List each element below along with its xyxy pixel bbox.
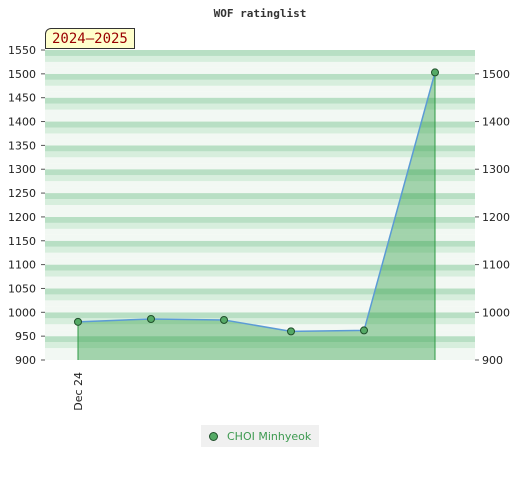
right-tick-label: 1100	[482, 259, 510, 272]
background-band	[45, 169, 475, 176]
left-tick-label: 1550	[8, 44, 36, 57]
background-band	[45, 127, 475, 134]
background-band	[45, 270, 475, 277]
right-tick-label: 1400	[482, 116, 510, 129]
background-band	[45, 228, 475, 235]
background-band	[45, 300, 475, 307]
background-band	[45, 121, 475, 128]
background-band	[45, 187, 475, 194]
left-tick-label: 1450	[8, 92, 36, 105]
background-band	[45, 205, 475, 211]
data-point	[431, 68, 439, 77]
period-badge: 2024–2025	[45, 28, 135, 49]
background-band	[45, 103, 475, 110]
data-point	[74, 317, 82, 326]
right-tick-label: 1000	[482, 306, 510, 319]
background-band	[45, 246, 475, 253]
background-band	[45, 216, 475, 223]
left-tick-label: 1150	[8, 235, 36, 248]
background-band	[45, 264, 475, 271]
background-band	[45, 258, 475, 265]
left-tick-label: 1350	[8, 139, 36, 152]
background-band	[45, 151, 475, 158]
right-tick-label: 900	[482, 354, 503, 367]
right-tick-label: 1300	[482, 163, 510, 176]
data-point	[287, 327, 295, 336]
x-tick-label: Dec 24	[72, 372, 85, 411]
background-band	[45, 318, 475, 325]
background-band	[45, 79, 475, 86]
background-band	[45, 282, 475, 289]
left-tick-label: 1050	[8, 282, 36, 295]
right-tick-label: 1500	[482, 68, 510, 81]
background-band	[45, 342, 475, 349]
background-band	[45, 210, 475, 217]
background-band	[45, 133, 475, 140]
background-band	[45, 85, 475, 92]
background-band	[45, 139, 475, 146]
data-points	[74, 68, 439, 336]
data-point	[360, 326, 368, 335]
data-point	[147, 314, 155, 323]
x-axis: Dec 24	[72, 372, 85, 411]
background-band	[45, 193, 475, 200]
background-band	[45, 199, 475, 205]
legend-label: CHOI Minhyeok	[227, 429, 312, 443]
legend: CHOI Minhyeok	[201, 425, 319, 447]
left-tick-label: 1200	[8, 211, 36, 224]
left-tick-label: 1400	[8, 116, 36, 129]
background-band	[45, 306, 475, 313]
background-band	[45, 234, 475, 241]
legend-marker-icon	[209, 431, 218, 441]
background-band	[45, 115, 475, 122]
background-band	[45, 330, 475, 337]
rating-line	[77, 72, 436, 333]
left-tick-label: 1100	[8, 259, 36, 272]
left-tick-label: 900	[15, 354, 36, 367]
background-band	[45, 181, 475, 188]
right-axis: 900 1000 1100 1200 1300 1400 1500	[475, 68, 510, 367]
background-band	[45, 55, 475, 62]
background-band	[45, 354, 475, 360]
left-tick-label: 1250	[8, 187, 36, 200]
left-tick-label: 1500	[8, 68, 36, 81]
background-band	[45, 50, 475, 56]
background-band	[45, 175, 475, 182]
data-point	[220, 315, 228, 324]
background-band	[45, 67, 475, 74]
background-band	[45, 97, 475, 104]
left-axis: 900 950 1000 1050 1100 1150 1200 1250 1300 1350 14…	[8, 44, 45, 367]
background-band	[45, 163, 475, 170]
background-band	[45, 252, 475, 259]
background-band	[45, 157, 475, 164]
background-band	[45, 91, 475, 98]
background-band	[45, 276, 475, 283]
chart-title: WOF ratinglist	[214, 7, 307, 20]
background-band	[45, 312, 475, 319]
background-band	[45, 240, 475, 247]
period-label: 2024–2025	[52, 31, 128, 47]
left-tick-label: 1300	[8, 163, 36, 176]
background-band	[45, 348, 475, 355]
background-band	[45, 145, 475, 152]
background-band	[45, 294, 475, 301]
rating-area-fill	[78, 72, 435, 361]
background-band	[45, 336, 475, 343]
background-band	[45, 222, 475, 229]
area-layer	[77, 72, 436, 361]
background-bands	[45, 50, 475, 360]
background-band	[45, 61, 475, 68]
background-band	[45, 109, 475, 116]
left-tick-label: 950	[15, 330, 36, 343]
right-tick-label: 1200	[482, 211, 510, 224]
background-band	[45, 288, 475, 295]
background-band	[45, 324, 475, 331]
background-band	[45, 73, 475, 80]
left-tick-label: 1000	[8, 306, 36, 319]
